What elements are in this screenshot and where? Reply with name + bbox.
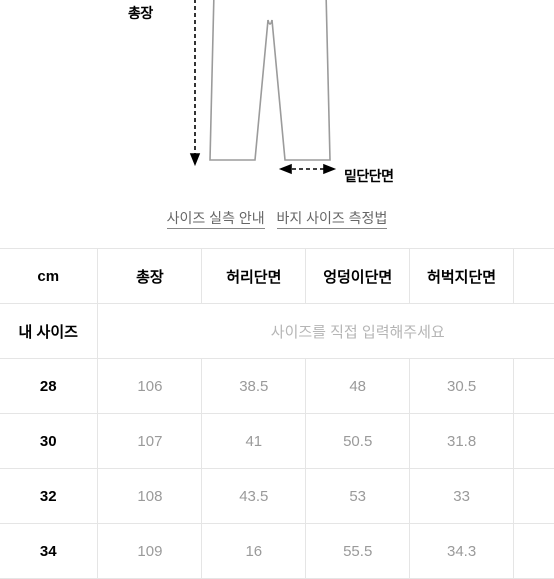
col-header: 허벅지단면 xyxy=(410,249,514,304)
size-guide-link[interactable]: 사이즈 실측 안내 xyxy=(167,210,265,229)
pants-outline-icon xyxy=(170,0,370,180)
col-header: 엉덩이단면 xyxy=(306,249,410,304)
size-label: 32 xyxy=(0,469,98,524)
size-cell: 34.3 xyxy=(410,524,514,579)
table-row: 28 106 38.5 48 30.5 2 xyxy=(0,359,554,414)
col-header: 밑 xyxy=(514,249,554,304)
size-cell: 3 xyxy=(514,524,554,579)
table-row: 34 109 16 55.5 34.3 3 xyxy=(0,524,554,579)
size-label: 30 xyxy=(0,414,98,469)
size-cell: 106 xyxy=(98,359,202,414)
size-cell: 30.5 xyxy=(410,359,514,414)
size-cell: 38.5 xyxy=(202,359,306,414)
size-cell: 41 xyxy=(202,414,306,469)
my-size-input-placeholder[interactable]: 사이즈를 직접 입력해주세요 xyxy=(98,304,554,359)
diagram-label-total-length: 총장 xyxy=(128,3,153,23)
table-header-row: cm 총장 허리단면 엉덩이단면 허벅지단면 밑 xyxy=(0,249,554,304)
size-table: cm 총장 허리단면 엉덩이단면 허벅지단면 밑 내 사이즈 사이즈를 직접 입… xyxy=(0,248,554,579)
size-cell: 16 xyxy=(202,524,306,579)
size-cell: 109 xyxy=(98,524,202,579)
size-cell: 53 xyxy=(306,469,410,524)
size-cell: 107 xyxy=(98,414,202,469)
col-header: 총장 xyxy=(98,249,202,304)
size-cell: 2 xyxy=(514,359,554,414)
size-cell: 55.5 xyxy=(306,524,410,579)
my-size-label: 내 사이즈 xyxy=(0,304,98,359)
size-label: 28 xyxy=(0,359,98,414)
diagram-label-hem: 밑단단면 xyxy=(344,166,394,186)
table-row: 32 108 43.5 53 33 3 xyxy=(0,469,554,524)
size-cell: 31.8 xyxy=(410,414,514,469)
size-cell: 50.5 xyxy=(306,414,410,469)
size-label: 34 xyxy=(0,524,98,579)
pants-diagram: 총장 밑단단면 xyxy=(0,0,554,190)
my-size-row: 내 사이즈 사이즈를 직접 입력해주세요 xyxy=(0,304,554,359)
size-cell: 2 xyxy=(514,414,554,469)
unit-header: cm xyxy=(0,249,98,304)
table-row: 30 107 41 50.5 31.8 2 xyxy=(0,414,554,469)
size-cell: 43.5 xyxy=(202,469,306,524)
root: 총장 밑단단면 사이즈 실측 안내 바지 사이즈 측정법 cm 총장 허리단면 … xyxy=(0,0,554,554)
guide-links: 사이즈 실측 안내 바지 사이즈 측정법 xyxy=(0,190,554,248)
size-cell: 33 xyxy=(410,469,514,524)
size-cell: 3 xyxy=(514,469,554,524)
size-cell: 108 xyxy=(98,469,202,524)
measure-guide-link[interactable]: 바지 사이즈 측정법 xyxy=(277,210,388,229)
col-header: 허리단면 xyxy=(202,249,306,304)
size-cell: 48 xyxy=(306,359,410,414)
